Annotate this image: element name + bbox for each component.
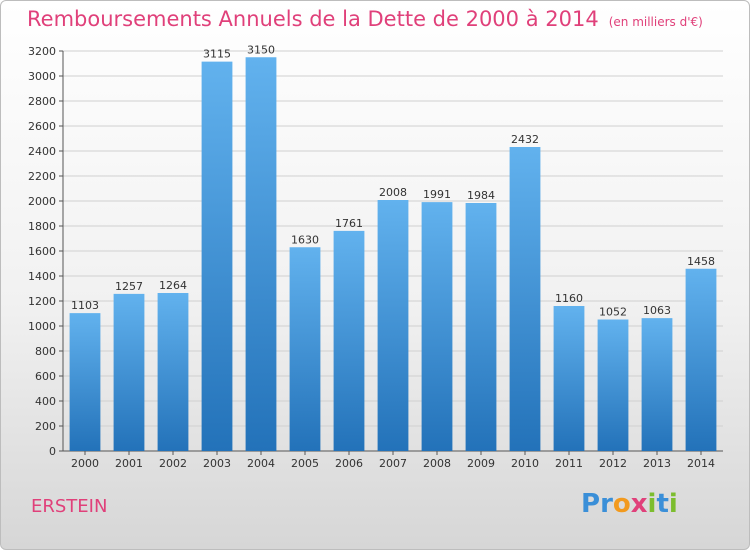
data-label: 3150 (247, 43, 275, 56)
bars (69, 57, 717, 451)
bar (377, 200, 409, 451)
data-label: 1103 (71, 299, 99, 312)
proxiti-logo: Proxiti (581, 489, 678, 519)
x-tick-label: 2005 (291, 457, 319, 470)
logo-letter: o (612, 489, 631, 519)
data-label: 1984 (467, 189, 495, 202)
data-label: 3115 (203, 48, 231, 61)
y-tick-label: 800 (35, 345, 56, 358)
x-tick-label: 2011 (555, 457, 583, 470)
data-labels: 1103 1257 1264 3115 3150 1630 1761 2008 1991 1984… (71, 43, 715, 318)
y-tick-label: 3200 (28, 45, 56, 58)
x-tick-label: 2001 (115, 457, 143, 470)
bar (553, 306, 585, 451)
city-name: ERSTEIN (31, 496, 108, 517)
y-tick-label: 1800 (28, 220, 56, 233)
bar (157, 293, 189, 451)
axes: 0 200 400 600 800 1000 1200 1400 1600 1800 2000 220… (28, 45, 723, 470)
data-label: 1761 (335, 217, 363, 230)
x-tick-label: 2007 (379, 457, 407, 470)
bar (245, 57, 277, 451)
y-tick-label: 2600 (28, 120, 56, 133)
bar (333, 230, 365, 451)
logo-letter: t (656, 489, 669, 519)
y-tick-label: 400 (35, 395, 56, 408)
y-tick-label: 200 (35, 420, 56, 433)
x-tick-label: 2013 (643, 457, 671, 470)
chart-title: Remboursements Annuels de la Dette de 20… (27, 7, 703, 31)
y-tick-label: 2400 (28, 145, 56, 158)
bar (597, 319, 629, 451)
data-label: 1052 (599, 306, 627, 319)
data-label: 2432 (511, 133, 539, 146)
bar (421, 202, 453, 451)
y-tick-label: 2200 (28, 170, 56, 183)
bar (69, 313, 101, 451)
bar (113, 293, 145, 451)
bar (641, 318, 673, 451)
bar (465, 203, 497, 451)
x-tick-label: 2006 (335, 457, 363, 470)
logo-letter: i (647, 489, 657, 519)
bar (509, 147, 541, 451)
data-label: 2008 (379, 186, 407, 199)
bar (685, 268, 717, 451)
x-tick-label: 2009 (467, 457, 495, 470)
y-tick-label: 1600 (28, 245, 56, 258)
logo-letter: x (630, 489, 648, 519)
x-tick-label: 2000 (71, 457, 99, 470)
x-tick-label: 2003 (203, 457, 231, 470)
data-label: 1991 (423, 188, 451, 201)
y-tick-label: 3000 (28, 70, 56, 83)
y-tick-label: 1400 (28, 270, 56, 283)
y-tick-label: 2800 (28, 95, 56, 108)
bar (201, 61, 233, 451)
logo-letter: i (668, 489, 678, 519)
x-tick-label: 2008 (423, 457, 451, 470)
title-unit: (en milliers d'€) (608, 15, 703, 29)
y-tick-label: 0 (49, 445, 56, 458)
y-tick-label: 1200 (28, 295, 56, 308)
bar (289, 247, 321, 451)
data-label: 1458 (687, 255, 715, 268)
y-tick-label: 2000 (28, 195, 56, 208)
y-tick-label: 1000 (28, 320, 56, 333)
logo-letter: r (600, 489, 613, 519)
data-label: 1063 (643, 304, 671, 317)
x-tick-label: 2012 (599, 457, 627, 470)
x-tick-label: 2002 (159, 457, 187, 470)
x-tick-label: 2004 (247, 457, 275, 470)
data-label: 1257 (115, 280, 143, 293)
title-text: Remboursements Annuels de la Dette de 20… (27, 7, 599, 31)
x-tick-label: 2014 (687, 457, 715, 470)
data-label: 1630 (291, 233, 319, 246)
data-label: 1264 (159, 279, 187, 292)
logo-letter: P (581, 489, 601, 519)
data-label: 1160 (555, 292, 583, 305)
x-tick-label: 2010 (511, 457, 539, 470)
y-tick-label: 600 (35, 370, 56, 383)
